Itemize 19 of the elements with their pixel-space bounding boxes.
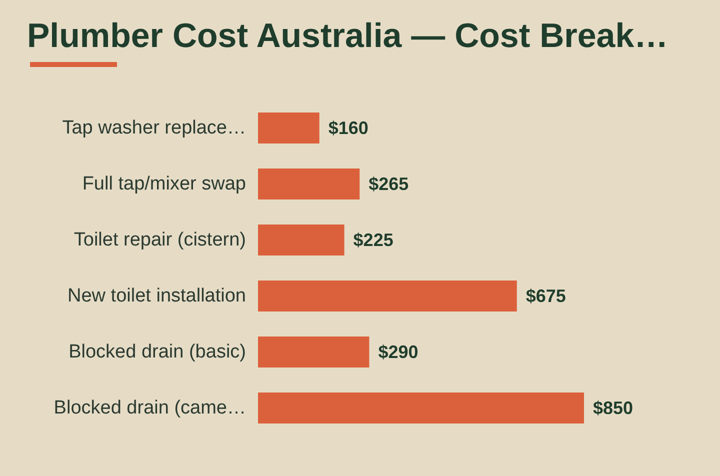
data-label: $225 — [353, 230, 394, 250]
y-tick-label: Full tap/mixer swap — [82, 174, 246, 194]
y-tick-label: Blocked drain (basic) — [68, 342, 246, 362]
y-tick-label: New toilet installation — [68, 286, 246, 306]
data-label: $160 — [328, 118, 368, 138]
bar — [258, 224, 344, 256]
data-label: $290 — [378, 342, 418, 362]
bar — [258, 336, 370, 368]
data-label: $265 — [368, 174, 409, 194]
bar — [258, 392, 584, 424]
data-label: $850 — [593, 398, 634, 418]
chart-title: Plumber Cost Australia — Cost Break… — [27, 17, 668, 55]
y-tick-label: Toilet repair (cistern) — [74, 230, 246, 250]
bar — [258, 168, 360, 200]
bar — [258, 112, 320, 144]
data-label: $675 — [526, 286, 566, 306]
y-tick-label: Tap washer replace… — [62, 118, 246, 138]
y-tick-label: Blocked drain (came… — [54, 398, 246, 418]
bar — [258, 280, 517, 312]
